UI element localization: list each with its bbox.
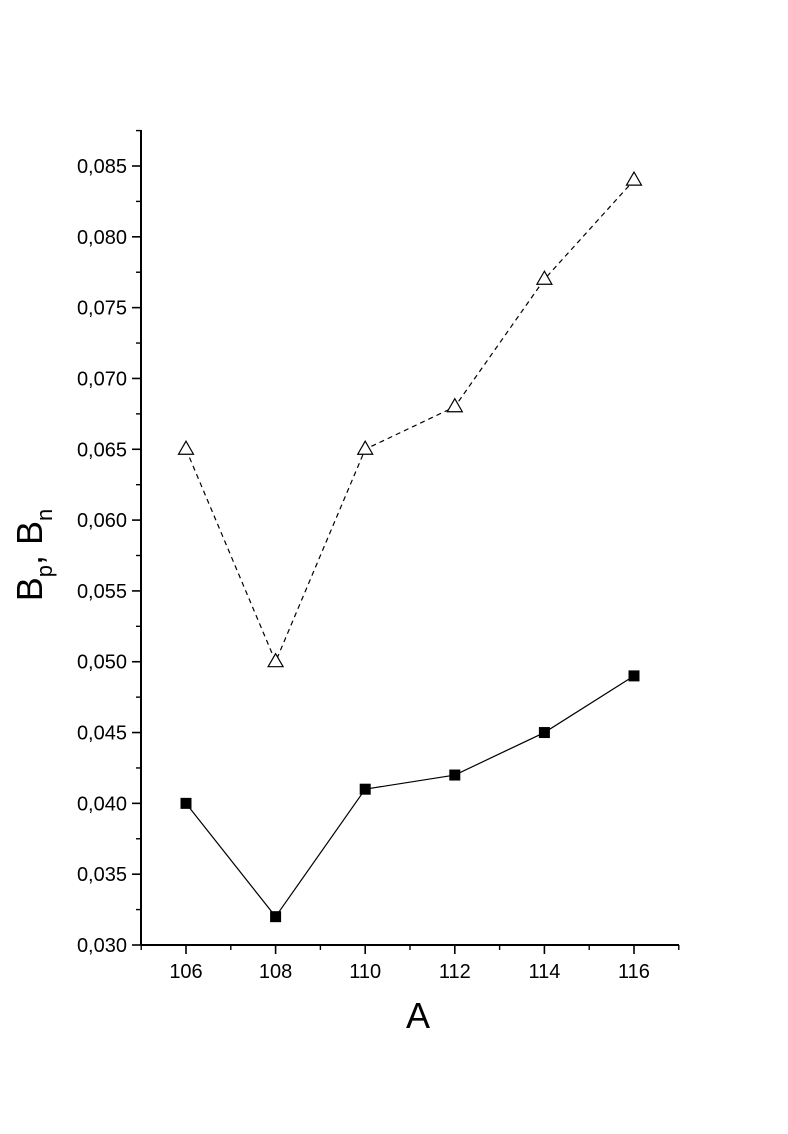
plot-area: 0,030 0,035 0,040 0,045 0,050 0,055 0,060 0,065… (77, 129, 680, 983)
series-1 (177, 170, 643, 668)
y-tick-label: 0,045 (77, 723, 127, 745)
y-tick-label: 0,050 (77, 652, 127, 674)
y-tick-label: 0,070 (77, 368, 127, 390)
series-line (185, 179, 635, 664)
data-point-triangle (446, 397, 464, 413)
data-point-square (449, 769, 461, 781)
y-axis-ticks: 0,030 0,035 0,040 0,045 0,050 0,055 0,060 0,065… (77, 129, 141, 957)
y-axis-title-main-1: B (9, 577, 50, 601)
data-point-triangle (177, 440, 195, 455)
series-2 (180, 670, 640, 923)
y-axis-title-main-2: , B (9, 521, 50, 565)
x-tick-label: 114 (528, 961, 560, 983)
data-point-square (628, 670, 640, 682)
x-tick-label: 106 (169, 961, 202, 983)
x-tick-label: 110 (349, 961, 381, 983)
x-axis-ticks: 106 108 110 112 114 116 (140, 945, 680, 983)
x-tick-label: 112 (439, 961, 471, 983)
x-tick-label: 116 (618, 961, 650, 983)
y-axis-title-sub-1: p (32, 565, 57, 577)
y-tick-label: 0,075 (77, 298, 127, 320)
data-point-square (538, 727, 550, 739)
y-tick-label: 0,040 (77, 793, 127, 815)
data-point-triangle (625, 170, 643, 186)
series-layer (177, 170, 643, 923)
data-point-triangle (267, 652, 285, 668)
y-axis-title-sub-2: n (32, 509, 57, 521)
data-point-triangle (535, 270, 553, 285)
y-tick-label: 0,065 (77, 439, 127, 461)
y-tick-label: 0,055 (77, 581, 127, 603)
data-point-square (270, 911, 282, 923)
x-tick-label: 108 (259, 961, 292, 983)
data-point-triangle (356, 440, 374, 455)
data-point-square (359, 783, 371, 795)
series-line (185, 675, 635, 918)
y-tick-label: 0,060 (77, 510, 127, 532)
y-tick-label: 0,085 (77, 156, 127, 178)
y-tick-label: 0,080 (77, 227, 127, 249)
x-axis-title: A (406, 995, 430, 1036)
y-axis-title: Bp, Bn (9, 509, 57, 602)
y-tick-label: 0,035 (77, 864, 127, 886)
y-tick-label: 0,030 (77, 935, 127, 957)
data-point-square (180, 797, 192, 809)
